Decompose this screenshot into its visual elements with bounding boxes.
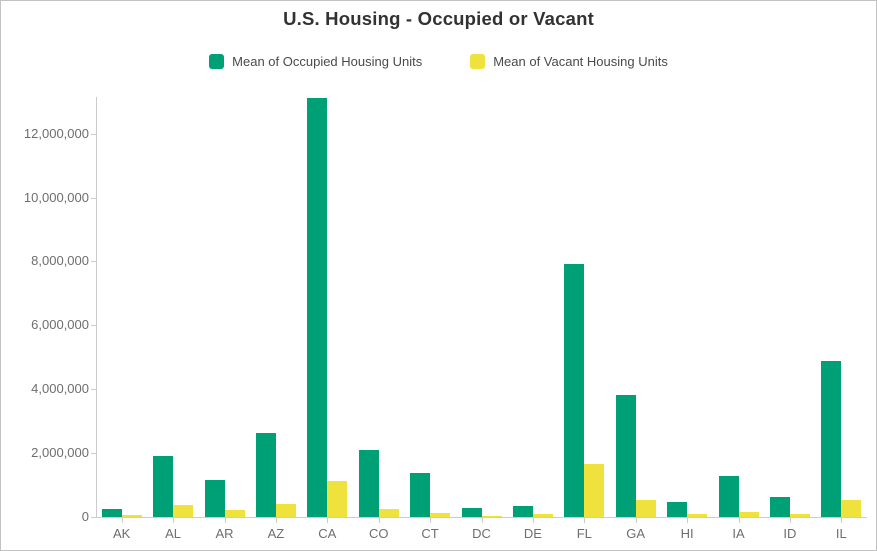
bar-vacant-HI[interactable] (687, 513, 708, 517)
y-axis-tick-label: 12,000,000 (23, 125, 89, 141)
legend-item-vacant[interactable]: Mean of Vacant Housing Units (470, 54, 668, 69)
y-axis-tick-label: 6,000,000 (31, 317, 89, 333)
x-axis-tick-label: AZ (267, 526, 285, 541)
x-axis-tick (687, 518, 689, 523)
bar-vacant-AK[interactable] (121, 514, 142, 517)
x-axis-tick (841, 518, 843, 523)
bar-vacant-AL[interactable] (173, 504, 194, 517)
x-axis-tick-label: AL (165, 526, 182, 541)
bar-vacant-IL[interactable] (841, 500, 862, 517)
bar-vacant-GA[interactable] (635, 500, 656, 517)
legend-color-swatch (470, 54, 486, 69)
bar-occupied-IL[interactable] (821, 360, 842, 517)
x-axis-tick (635, 518, 637, 523)
y-axis-tick-label: 2,000,000 (31, 445, 89, 461)
bar-vacant-IA[interactable] (738, 511, 759, 517)
bar-occupied-ID[interactable] (769, 496, 790, 517)
legend-item-label: Mean of Occupied Housing Units (232, 54, 423, 69)
x-axis-tick (224, 518, 226, 523)
x-axis-tick (738, 518, 740, 523)
bar-vacant-DE[interactable] (532, 514, 553, 517)
y-axis-tick (91, 453, 96, 455)
y-axis-tick-label: 4,000,000 (31, 381, 89, 397)
bar-occupied-CO[interactable] (358, 449, 379, 517)
bar-occupied-AK[interactable] (101, 508, 122, 517)
y-axis-line (96, 97, 97, 517)
x-axis-tick-label: ID (783, 526, 797, 541)
bar-occupied-HI[interactable] (667, 501, 688, 517)
x-axis-tick (430, 518, 432, 523)
bar-occupied-CA[interactable] (307, 97, 328, 517)
x-axis-tick (481, 518, 483, 523)
bar-occupied-FL[interactable] (564, 263, 585, 517)
bar-vacant-DC[interactable] (481, 515, 502, 517)
legend: Mean of Occupied Housing Units Mean of Va… (1, 54, 876, 69)
bar-occupied-DC[interactable] (461, 507, 482, 517)
y-axis-tick (91, 389, 96, 391)
bar-occupied-DE[interactable] (512, 505, 533, 517)
y-axis-tick (91, 133, 96, 135)
y-axis-tick-label: 10,000,000 (23, 189, 89, 205)
bar-vacant-AZ[interactable] (275, 503, 296, 517)
bar-vacant-ID[interactable] (789, 513, 810, 517)
x-axis-tick-label: IL (835, 526, 847, 541)
x-axis-tick (378, 518, 380, 523)
y-axis-tick (91, 261, 96, 263)
bar-occupied-AR[interactable] (204, 479, 225, 517)
x-axis-tick (789, 518, 791, 523)
x-axis-tick (121, 518, 123, 523)
bar-vacant-CA[interactable] (327, 480, 348, 517)
x-axis-tick-label: AR (215, 526, 234, 541)
bar-vacant-FL[interactable] (584, 464, 605, 517)
bar-occupied-IA[interactable] (718, 476, 739, 517)
x-axis-tick-label: DC (472, 526, 491, 541)
bar-vacant-AR[interactable] (224, 509, 245, 517)
x-axis-tick (327, 518, 329, 523)
bar-occupied-CT[interactable] (410, 472, 431, 517)
x-axis-tick-label: DE (523, 526, 542, 541)
legend-item-label: Mean of Vacant Housing Units (493, 54, 668, 69)
x-axis-tick-label: CO (368, 526, 389, 541)
y-axis-tick (91, 197, 96, 199)
bar-occupied-AZ[interactable] (255, 432, 276, 517)
y-axis-tick-label: 8,000,000 (31, 253, 89, 269)
x-axis-line (96, 517, 867, 518)
legend-item-occupied[interactable]: Mean of Occupied Housing Units (209, 54, 422, 69)
y-axis-tick (91, 325, 96, 327)
x-axis-tick-label: CT (421, 526, 439, 541)
legend-color-swatch (209, 54, 225, 69)
x-axis-tick (532, 518, 534, 523)
bar-occupied-AL[interactable] (153, 456, 174, 517)
bar-vacant-CO[interactable] (378, 509, 399, 517)
x-axis-tick-label: CA (318, 526, 337, 541)
x-axis-tick-label: AK (113, 526, 131, 541)
bar-occupied-GA[interactable] (615, 394, 636, 517)
y-axis-tick-label: 0 (81, 509, 89, 524)
x-axis-tick-label: FL (576, 526, 592, 541)
x-axis-tick-label: HI (680, 526, 694, 541)
y-axis-tick (91, 517, 96, 518)
chart-title: U.S. Housing - Occupied or Vacant (283, 8, 594, 29)
x-axis-tick (275, 518, 277, 523)
x-axis-tick-label: IA (732, 526, 745, 541)
bar-vacant-CT[interactable] (430, 512, 451, 517)
x-axis-tick-label: GA (626, 526, 646, 541)
x-axis-tick (584, 518, 586, 523)
x-axis-tick (173, 518, 175, 523)
